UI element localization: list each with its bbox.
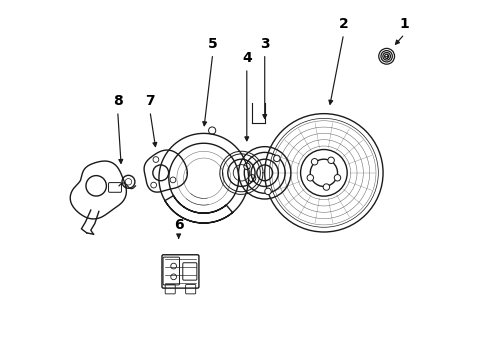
Circle shape	[323, 184, 330, 190]
Circle shape	[273, 155, 280, 162]
Text: 1: 1	[400, 17, 410, 31]
Text: 7: 7	[145, 94, 155, 108]
Circle shape	[328, 157, 334, 163]
Circle shape	[307, 175, 314, 181]
Text: 8: 8	[113, 94, 122, 108]
Circle shape	[244, 163, 250, 170]
Text: 6: 6	[174, 218, 183, 232]
Circle shape	[153, 157, 159, 162]
Text: 2: 2	[339, 17, 348, 31]
Circle shape	[311, 158, 318, 165]
Text: 3: 3	[260, 37, 270, 51]
Text: 5: 5	[208, 37, 218, 51]
Circle shape	[334, 175, 341, 181]
Text: 4: 4	[242, 51, 252, 65]
Circle shape	[151, 182, 156, 188]
Circle shape	[265, 188, 271, 195]
Circle shape	[170, 177, 176, 183]
